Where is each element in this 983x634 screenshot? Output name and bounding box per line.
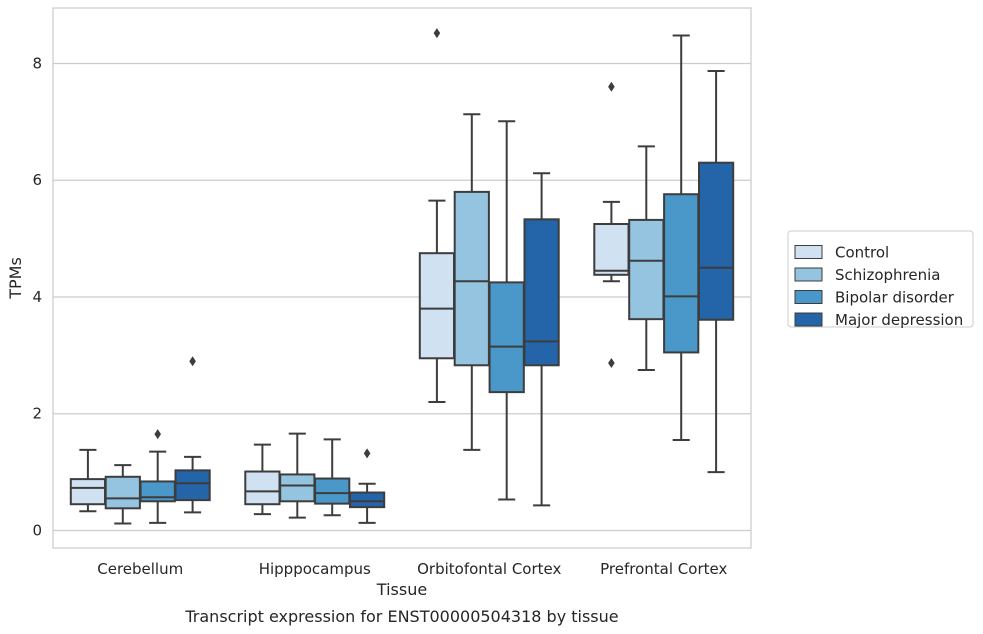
box-iqr bbox=[663, 193, 700, 354]
x-tick-label: Hipppocampus bbox=[259, 560, 371, 578]
box-iqr bbox=[697, 161, 735, 321]
x-tick-label: Orbitofontal Cortex bbox=[417, 560, 561, 578]
outlier-point bbox=[608, 81, 615, 92]
box-iqr bbox=[314, 477, 351, 505]
box-iqr bbox=[418, 252, 456, 360]
outlier-point bbox=[433, 28, 441, 39]
y-tick-label: 6 bbox=[32, 171, 42, 189]
box-control bbox=[418, 28, 456, 404]
box-iqr bbox=[523, 218, 560, 367]
box-schizophrenia bbox=[628, 145, 665, 371]
legend-label: Schizophrenia bbox=[835, 266, 940, 284]
legend-swatch bbox=[794, 267, 823, 282]
box-bipolar-disorder bbox=[139, 429, 176, 524]
box-iqr bbox=[488, 281, 525, 394]
box-schizophrenia bbox=[453, 113, 490, 451]
box-iqr bbox=[139, 480, 176, 503]
x-tick-label: Cerebellum bbox=[97, 560, 183, 578]
box-major-depression bbox=[523, 172, 560, 507]
box-schizophrenia bbox=[104, 464, 141, 525]
box-major-depression bbox=[174, 356, 211, 514]
legend-swatch bbox=[794, 245, 823, 259]
legend: Control Schizophrenia Bipolar disorder Majo… bbox=[787, 230, 974, 329]
y-tick-label: 0 bbox=[32, 521, 42, 539]
y-tick-labels: 0 2 4 6 8 bbox=[32, 54, 42, 539]
x-tick-label: Prefrontal Cortex bbox=[600, 560, 727, 578]
box-bipolar-disorder bbox=[314, 438, 351, 517]
box-control bbox=[244, 443, 281, 516]
box-iqr bbox=[69, 478, 107, 506]
boxes bbox=[69, 28, 735, 525]
box-bipolar-disorder bbox=[663, 34, 700, 441]
box-control bbox=[69, 448, 107, 513]
box-iqr bbox=[174, 469, 211, 502]
box-iqr bbox=[453, 190, 490, 367]
box-iqr bbox=[628, 218, 665, 321]
box-iqr bbox=[104, 475, 141, 510]
outlier-point bbox=[154, 429, 161, 440]
chart-caption: Transcript expression for ENST0000050431… bbox=[184, 607, 618, 626]
box-schizophrenia bbox=[279, 432, 316, 519]
legend-label: Bipolar disorder bbox=[835, 289, 955, 307]
y-axis-label: TPMs bbox=[6, 257, 25, 300]
box-iqr bbox=[593, 223, 630, 276]
y-tick-label: 4 bbox=[32, 288, 42, 306]
box-major-depression bbox=[348, 448, 386, 524]
plot-frame bbox=[52, 7, 752, 549]
legend-label: Control bbox=[835, 244, 889, 262]
outlier-point bbox=[189, 356, 196, 367]
box-control bbox=[593, 81, 630, 368]
box-iqr bbox=[348, 491, 386, 509]
legend-label: Major depression bbox=[835, 311, 963, 329]
x-tick-labels: Cerebellum Hipppocampus Orbitofontal Corte… bbox=[97, 560, 727, 578]
outlier-point bbox=[608, 357, 615, 368]
legend-swatch bbox=[794, 312, 823, 327]
legend-frame bbox=[787, 230, 974, 328]
x-axis-label: Tissue bbox=[376, 580, 427, 599]
box-iqr bbox=[279, 473, 316, 503]
box-iqr bbox=[244, 470, 281, 506]
y-tick-label: 2 bbox=[32, 405, 42, 423]
legend-swatch bbox=[794, 290, 823, 304]
box-major-depression bbox=[697, 70, 735, 474]
y-tick-label: 8 bbox=[32, 54, 42, 72]
outlier-point bbox=[363, 448, 371, 459]
